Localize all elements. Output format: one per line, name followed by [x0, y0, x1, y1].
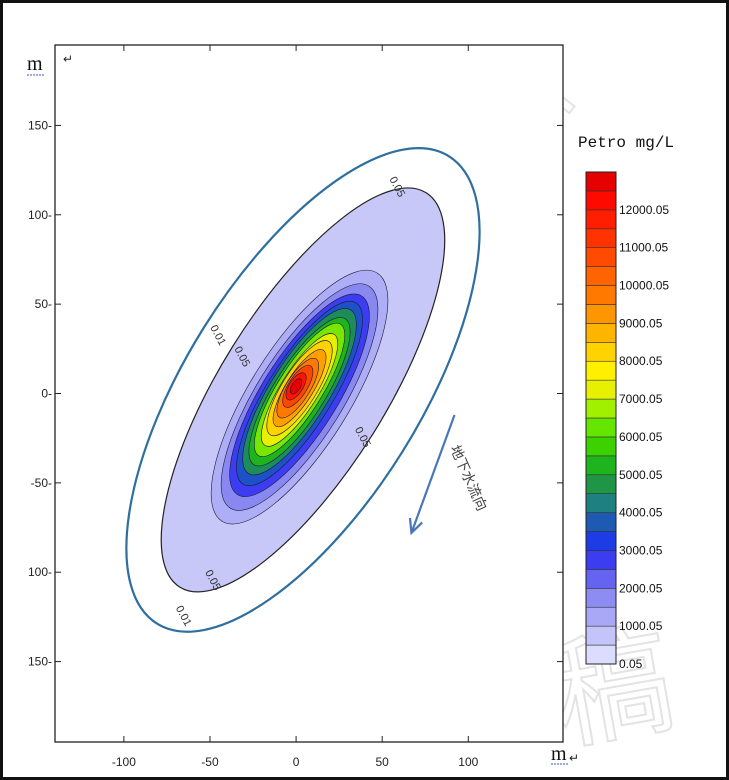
- legend-swatch: [585, 625, 617, 646]
- legend-label: 5000.05: [619, 468, 663, 482]
- legend-label: 1000.05: [619, 619, 663, 633]
- x-tick-label: -50: [201, 755, 219, 769]
- flow-arrow-shaft: [410, 414, 456, 534]
- legend-swatch: [585, 569, 617, 589]
- legend-swatch: [585, 304, 617, 324]
- legend-swatch: [585, 228, 617, 248]
- legend-swatch: [585, 531, 617, 551]
- legend-label: 3000.05: [619, 543, 663, 557]
- x-tick-label: 100: [458, 755, 478, 769]
- legend-swatch: [585, 493, 617, 513]
- legend-swatch: [585, 417, 617, 438]
- legend: Petro mg/L 0.05 1000.05 2000.05 3000.05 4000.…: [578, 134, 674, 671]
- legend-swatch: [585, 436, 617, 457]
- legend-swatch: [585, 190, 617, 211]
- contour-12500-05: [289, 378, 303, 395]
- contour-0-01: [125, 147, 481, 633]
- axes: -100 -50 0 50 100 150- 100- 50- 0- -50- 100- 150-: [28, 45, 563, 769]
- legend-label: 11000.05: [619, 241, 668, 255]
- y-tick-label: 100-: [28, 565, 52, 579]
- legend-swatch: [585, 606, 617, 627]
- legend-label: 6000.05: [619, 430, 663, 444]
- legend-swatch: [585, 512, 617, 532]
- legend-swatch: [585, 171, 617, 192]
- legend-label: 2000.05: [619, 581, 663, 595]
- legend-label: 9000.05: [619, 316, 663, 330]
- y-tick-label: 0-: [41, 387, 52, 401]
- legend-swatch: [585, 550, 617, 570]
- x-tick-label: 50: [376, 755, 390, 769]
- y-tick-label: -50-: [31, 476, 52, 490]
- legend-swatch: [585, 379, 617, 400]
- legend-title: Petro mg/L: [578, 134, 674, 152]
- legend-swatch: [585, 285, 617, 305]
- y-tick-label: 100-: [28, 208, 52, 222]
- legend-swatch: [585, 398, 617, 419]
- legend-swatch: [585, 342, 617, 362]
- x-tick-label: 0: [293, 755, 300, 769]
- x-unit-return-mark: ↵: [569, 751, 579, 765]
- y-tick-label: 150-: [28, 655, 52, 669]
- legend-label: 4000.05: [619, 506, 663, 520]
- legend-swatch: [585, 644, 617, 665]
- legend-swatch: [585, 455, 617, 476]
- legend-swatch: [585, 323, 617, 343]
- legend-label: 0.05: [619, 657, 643, 671]
- y-unit-label: m: [27, 53, 43, 75]
- legend-swatch: [585, 247, 617, 267]
- legend-swatch: [585, 474, 617, 494]
- y-tick-label: 150-: [28, 118, 52, 132]
- legend-border: [585, 171, 617, 665]
- y-tick-label: 50-: [35, 297, 52, 311]
- y-unit-return-mark: ↵: [63, 52, 73, 66]
- plume-contours: [125, 147, 481, 633]
- legend-label: 12000.05: [619, 203, 669, 217]
- legend-label: 10000.05: [619, 279, 669, 293]
- legend-label: 8000.05: [619, 354, 663, 368]
- x-tick-label: -100: [112, 755, 136, 769]
- legend-swatch: [585, 209, 617, 230]
- legend-label: 7000.05: [619, 392, 663, 406]
- flow-arrow-head: [408, 517, 423, 536]
- legend-swatch: [585, 360, 617, 381]
- legend-swatch: [585, 588, 617, 608]
- x-unit-label: m: [551, 743, 567, 765]
- legend-swatch: [585, 266, 617, 286]
